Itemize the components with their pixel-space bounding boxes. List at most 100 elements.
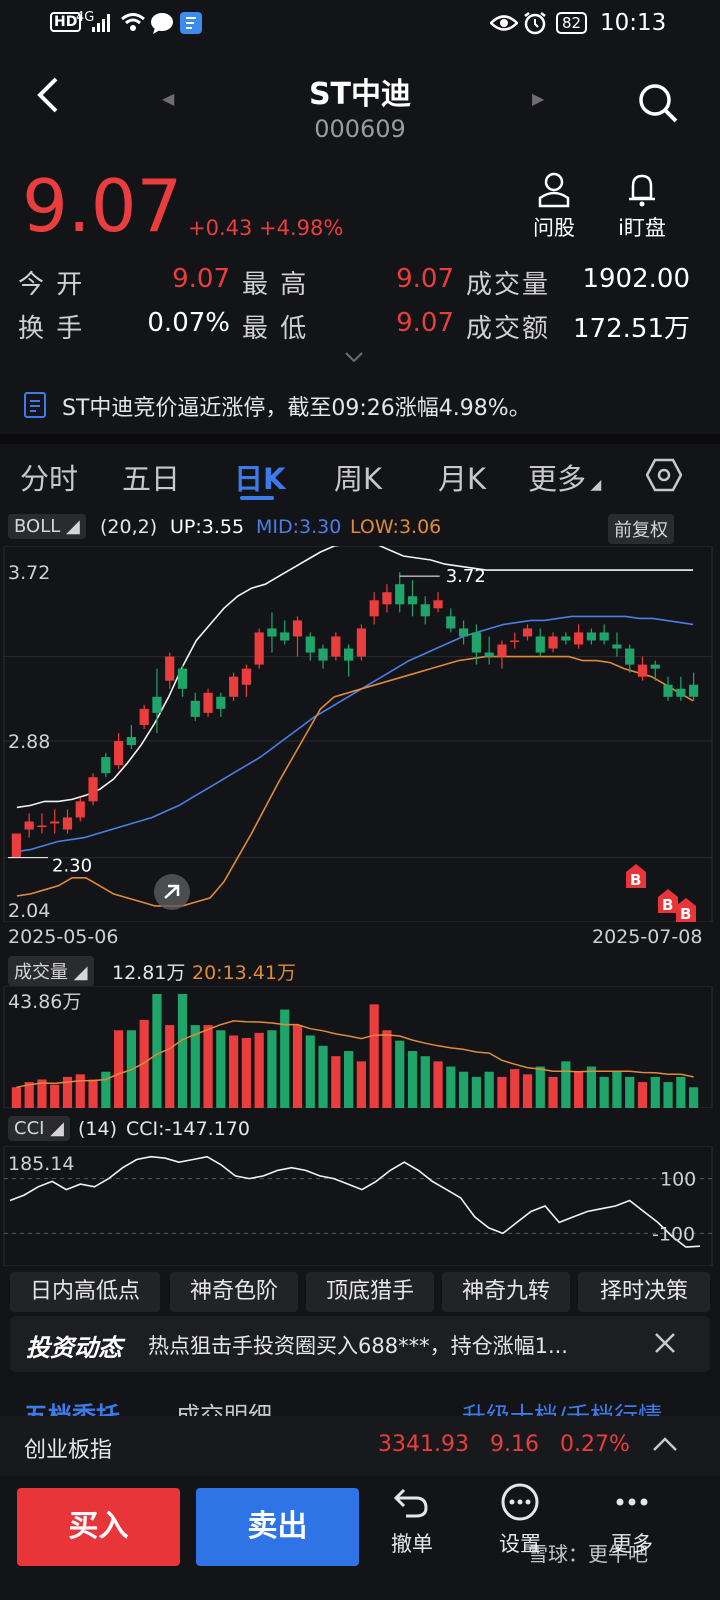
expand-chevron-icon[interactable] — [344, 350, 364, 364]
candle-body — [344, 648, 354, 661]
index-name: 创业板指 — [24, 1438, 113, 1463]
y-axis-label: 2.04 — [8, 900, 50, 922]
volume-bar — [101, 1071, 111, 1108]
undo-icon — [393, 1488, 428, 1518]
feature-nine-turn-button[interactable]: 神奇九转 — [442, 1272, 570, 1312]
more-button[interactable]: 更多 — [582, 1482, 682, 1558]
cci-frame — [3, 1146, 713, 1266]
tab-trade-details[interactable]: 成交明细 — [176, 1402, 272, 1416]
candle-body — [292, 620, 303, 637]
candle-body — [395, 584, 405, 605]
candle-body — [535, 636, 545, 653]
index-bar[interactable]: 创业板指 3341.93 9.16 0.27% — [0, 1416, 720, 1476]
wifi-icon — [121, 13, 145, 31]
volume-bar — [344, 1051, 354, 1108]
volume-max-label: 43.86万 — [8, 991, 81, 1013]
ellipsis-icon — [616, 1498, 648, 1506]
buy-signal-marker: B — [676, 898, 696, 922]
settings-button[interactable]: 设置 — [470, 1482, 570, 1558]
volume-bar — [292, 1025, 303, 1108]
upgrade-link[interactable]: 升级十档/千档行情 — [462, 1402, 663, 1416]
candle-body — [24, 821, 34, 830]
cci-select[interactable]: CCI ◢ — [8, 1116, 71, 1141]
signal-icon — [92, 14, 110, 32]
price-change: +0.43 +4.98% — [188, 216, 344, 240]
svg-text:B: B — [630, 871, 641, 889]
tab-daily-k[interactable]: 日K — [234, 462, 286, 496]
volume-bar — [510, 1069, 520, 1108]
candle-body — [50, 821, 60, 824]
volume-bar — [229, 1035, 239, 1108]
volume-chart[interactable]: 43.86万 — [0, 986, 720, 1108]
next-stock-icon[interactable]: ▶ — [532, 89, 545, 108]
volume-bar — [650, 1076, 660, 1108]
document-icon — [24, 392, 46, 418]
adjust-select[interactable]: 前复权 — [608, 514, 674, 544]
cci-max-label: 185.14 — [8, 1153, 74, 1175]
candle-body — [126, 737, 136, 746]
tab-more[interactable]: 更多 ◢ — [528, 462, 602, 496]
ask-stock-button[interactable]: 问股 — [522, 172, 586, 242]
tab-five-day[interactable]: 五日 — [122, 462, 181, 496]
candle-body — [561, 636, 571, 641]
indicator-select[interactable]: BOLL ◢ — [8, 514, 86, 539]
tab-underline — [240, 496, 274, 500]
candle-body — [190, 700, 200, 717]
volume-bar — [254, 1032, 264, 1108]
candle-body — [446, 616, 456, 629]
volume-bar — [37, 1079, 47, 1108]
status-bar: HD 4G 82 10:13 — [0, 0, 720, 48]
undo-button[interactable]: 撤单 — [362, 1482, 462, 1558]
candle-body — [101, 757, 111, 774]
volume-bar — [420, 1056, 430, 1108]
play-overlay-arrow — [164, 884, 180, 899]
app-icon — [180, 12, 202, 34]
volume-bar — [280, 1009, 290, 1108]
volume-bar — [267, 1030, 277, 1108]
volume-bar — [203, 1025, 213, 1108]
volume-bar — [574, 1071, 584, 1108]
back-arrow-icon[interactable] — [30, 75, 70, 115]
boll-up-line — [16, 546, 694, 809]
settings-hex-icon[interactable] — [646, 458, 682, 492]
feature-color-scale-button[interactable]: 神奇色阶 — [170, 1272, 298, 1312]
candle-body — [625, 648, 635, 665]
buy-signal-marker: B — [626, 864, 646, 889]
volume-select[interactable]: 成交量 ◢ — [8, 956, 94, 986]
feature-top-bottom-button[interactable]: 顶底猎手 — [306, 1272, 434, 1312]
volume-bar — [522, 1074, 533, 1108]
candle-body — [497, 644, 507, 657]
news-ticker[interactable]: ST中迪竞价逼近涨停，截至09:26涨幅4.98%。 — [0, 384, 720, 428]
tab-order-book[interactable]: 五档委托 — [24, 1402, 120, 1416]
volume-bar — [331, 1056, 341, 1108]
candle-body — [280, 632, 290, 641]
cci-legend: CCI ◢ (14) CCI:-147.170 — [8, 1116, 712, 1144]
candle-body — [574, 632, 584, 645]
candle-body — [216, 696, 226, 709]
candle-body — [114, 741, 124, 766]
candle-body — [75, 801, 85, 818]
prev-stock-icon[interactable]: ◀ — [162, 89, 175, 108]
investment-dynamics-banner[interactable]: 投资动态 热点狙击手投资圈买入688***，持仓涨幅1... — [10, 1316, 710, 1372]
chevron-up-icon[interactable] — [652, 1436, 678, 1452]
tab-weekly-k[interactable]: 周K — [334, 462, 383, 496]
tab-minute[interactable]: 分时 — [20, 462, 79, 496]
feature-intraday-hl-button[interactable]: 日内高低点 — [10, 1272, 160, 1312]
candle-body — [356, 628, 366, 657]
search-icon[interactable] — [636, 81, 680, 125]
sell-button[interactable]: 卖出 — [196, 1488, 359, 1566]
tab-monthly-k[interactable]: 月K — [438, 462, 487, 496]
buy-button[interactable]: 买入 — [17, 1488, 180, 1566]
volume-bar — [50, 1084, 60, 1108]
boll-legend: BOLL ◢ (20,2) UP:3.55 MID:3.30 LOW:3.06 … — [8, 514, 712, 544]
close-icon[interactable] — [654, 1332, 676, 1354]
volume-bar — [369, 1004, 379, 1108]
volume-bar — [663, 1082, 673, 1108]
feature-timing-button[interactable]: 择时决策 — [578, 1272, 710, 1312]
volume-bar — [62, 1076, 73, 1108]
candle-body — [650, 664, 660, 669]
cci-chart[interactable]: 185.14 100 -100 — [0, 1146, 720, 1266]
watch-button[interactable]: i盯盘 — [610, 172, 674, 242]
y-axis-label: 3.72 — [8, 562, 50, 584]
